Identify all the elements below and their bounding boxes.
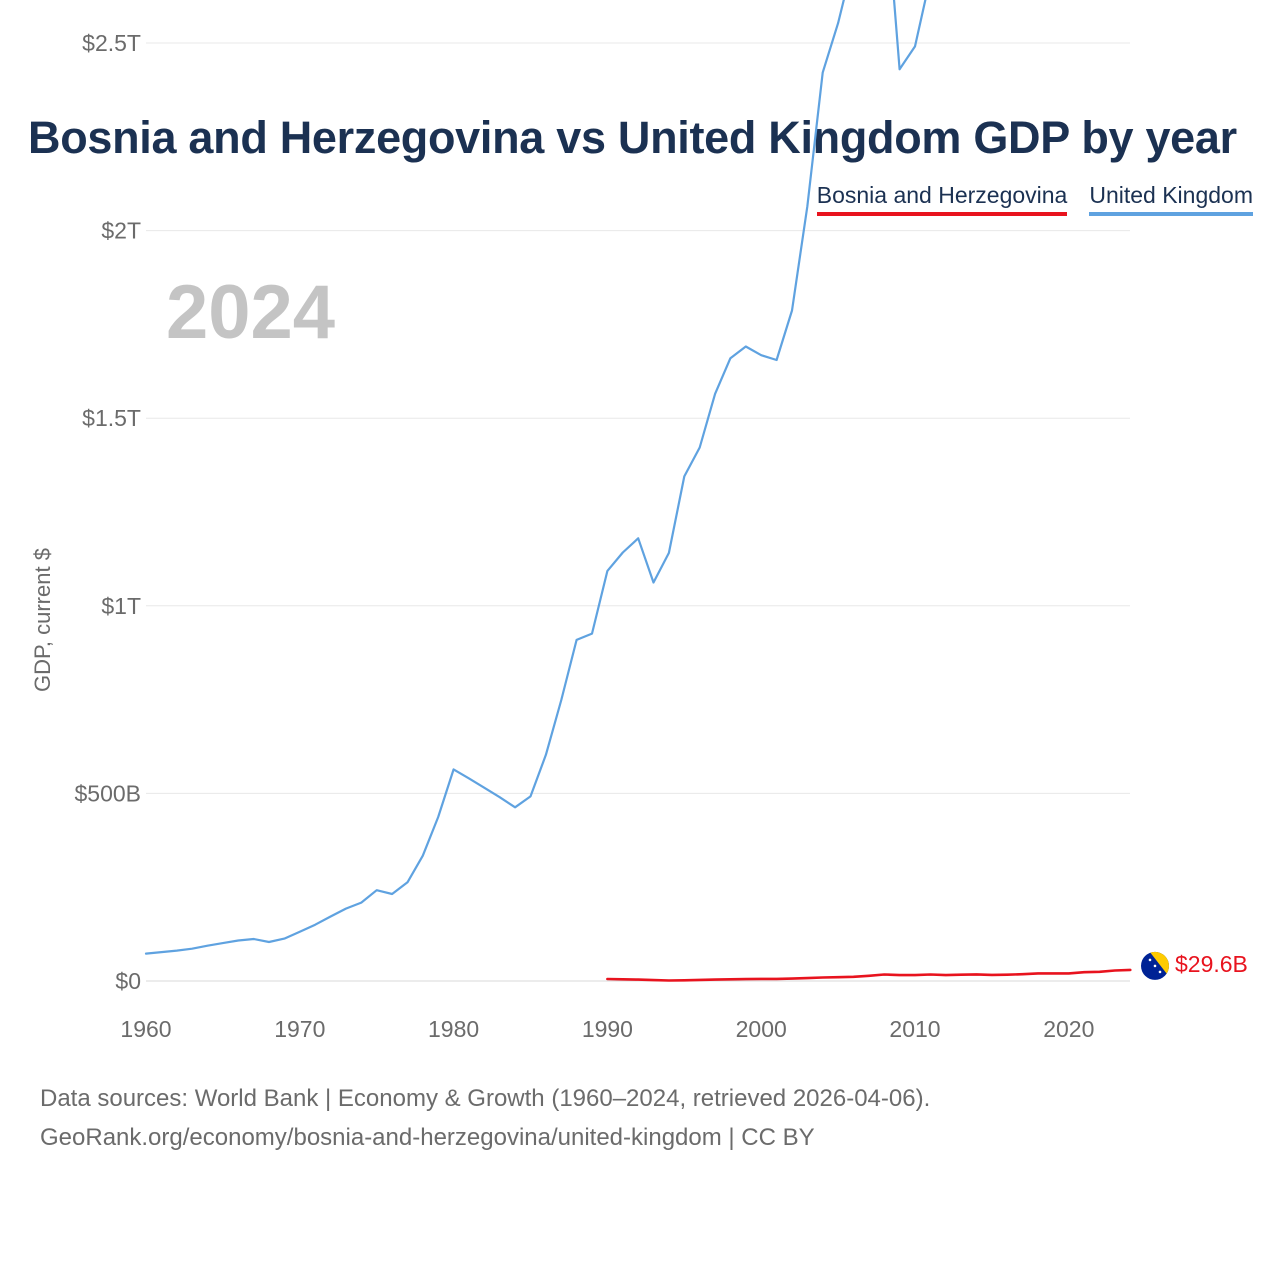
legend: Bosnia and Herzegovina United Kingdom <box>816 182 1253 216</box>
bosnia-flag-icon <box>1141 951 1169 980</box>
y-tick-label: $1.5T <box>82 405 141 431</box>
x-tick-label: 2000 <box>736 1016 787 1042</box>
x-tick-label: 1970 <box>274 1016 325 1042</box>
x-tick-label: 2020 <box>1043 1016 1094 1042</box>
year-label: 2024 <box>166 270 335 355</box>
chart-title: Bosnia and Herzegovina vs United Kingdom… <box>28 112 1237 163</box>
legend-item-united-kingdom[interactable]: United Kingdom <box>1089 182 1253 216</box>
y-tick-label: $2.5T <box>82 30 141 56</box>
line-chart: 2024$0$500B$1T$1.5T$2T$2.5T$3T$3.5T19601… <box>30 0 1248 1042</box>
x-tick-label: 1990 <box>582 1016 633 1042</box>
legend-item-bosnia[interactable]: Bosnia and Herzegovina <box>816 182 1068 216</box>
end-label-bosnia: $29.6B <box>1175 951 1248 977</box>
y-tick-label: $2T <box>101 218 141 244</box>
footer-sources: Data sources: World Bank | Economy & Gro… <box>40 1085 931 1112</box>
x-tick-label: 2010 <box>889 1016 940 1042</box>
y-tick-label: $500B <box>74 780 141 806</box>
y-tick-label: $0 <box>115 968 141 994</box>
y-tick-label: $1T <box>101 593 141 619</box>
x-tick-label: 1960 <box>120 1016 171 1042</box>
series-line-bosnia-and-herzegovina <box>606 968 1132 982</box>
y-axis-label: GDP, current $ <box>30 548 55 692</box>
series-line-united-kingdom <box>144 0 927 955</box>
x-tick-label: 1980 <box>428 1016 479 1042</box>
footer-url[interactable]: GeoRank.org/economy/bosnia-and-herzegovi… <box>40 1124 815 1151</box>
